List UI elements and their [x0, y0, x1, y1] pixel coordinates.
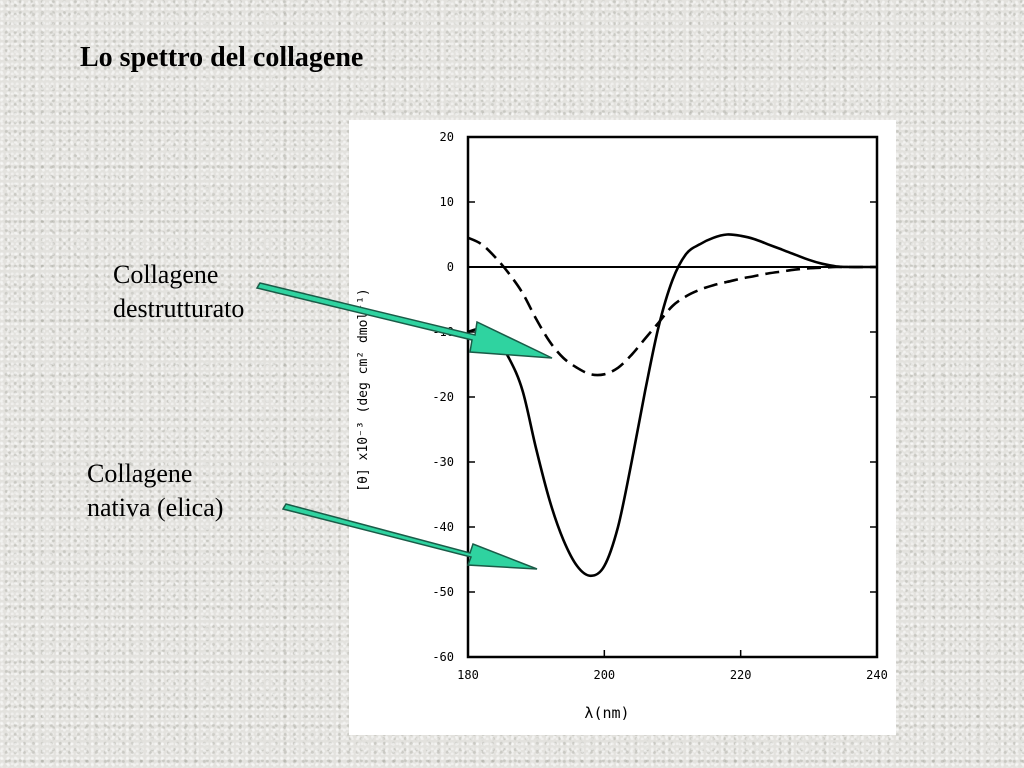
callout-destrutturato: Collagene destrutturato: [113, 258, 244, 326]
y-axis-label: [θ] x10⁻³ (deg cm² dmol⁻¹): [356, 288, 371, 492]
callout-nativa-line2: nativa (elica): [87, 493, 224, 522]
y-tick-label: -50: [432, 585, 454, 599]
chart-panel: 20 10 0 -10 -20 -30 -40 -50 -60 180 200 220 240 λ(nm…: [349, 120, 896, 735]
chart-series: [467, 233, 877, 578]
y-tick-label: -30: [432, 455, 454, 469]
series-line-solid: [467, 233, 877, 578]
callout-destrutturato-line2: destrutturato: [113, 294, 245, 323]
x-tick-label: 240: [866, 668, 888, 682]
y-tick-label: 20: [440, 130, 454, 144]
y-tick-label: -20: [432, 390, 454, 404]
callout-nativa-line1: Collagene: [87, 459, 193, 488]
x-tick-label: 200: [593, 668, 615, 682]
y-tick-label: 0: [447, 260, 454, 274]
callout-destrutturato-line1: Collagene: [113, 260, 219, 289]
y-tick-label: 10: [440, 195, 454, 209]
x-axis-label: λ(nm): [584, 704, 629, 722]
y-tick-label: -40: [432, 520, 454, 534]
callout-nativa: Collagene nativa (elica): [87, 457, 223, 525]
x-tick-label: 180: [457, 668, 479, 682]
slide-title: Lo spettro del collagene: [80, 42, 364, 73]
chart-axes: [466, 135, 879, 659]
x-tick-label: 220: [730, 668, 752, 682]
y-tick-label: -60: [432, 650, 454, 664]
series-line-dashed: [467, 236, 877, 377]
plot-frame: [466, 135, 879, 659]
y-tick-label: -10: [432, 325, 454, 339]
